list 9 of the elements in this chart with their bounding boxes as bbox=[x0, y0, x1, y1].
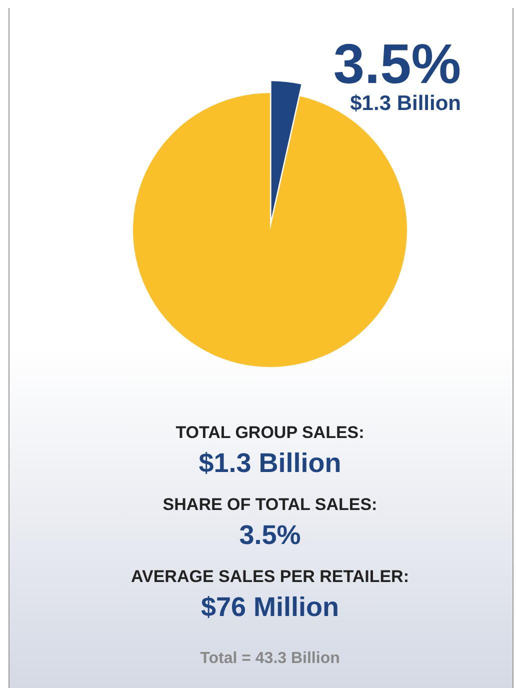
text: $76 Million bbox=[200, 592, 340, 622]
text: AVERAGE SALES PER RETAILER: bbox=[130, 567, 410, 586]
text: Total = 43.3 Billion bbox=[200, 650, 340, 667]
text: $1.3 Billion bbox=[350, 92, 461, 115]
text: SHARE OF TOTAL SALES: bbox=[162, 495, 378, 514]
text: $1.3 Billion bbox=[198, 448, 342, 478]
text: 3.5% bbox=[239, 520, 301, 550]
data-label: 3.5% bbox=[333, 32, 461, 95]
text: TOTAL GROUP SALES: bbox=[176, 423, 364, 442]
